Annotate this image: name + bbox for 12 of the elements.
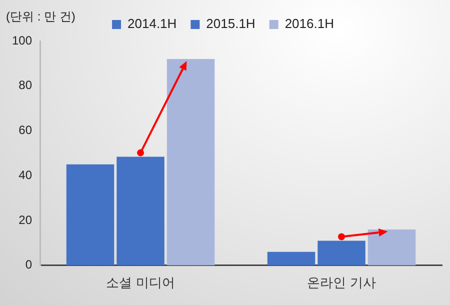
y-tick-label: 20 (18, 212, 32, 227)
legend-label: 2014.1H (128, 16, 177, 32)
x-tick-label: 온라인 기사 (307, 274, 376, 290)
y-tick-label: 40 (18, 168, 32, 182)
y-tick-label: 60 (18, 123, 32, 138)
y-tick-label: 0 (25, 258, 32, 272)
y-tick-label: 100 (12, 33, 32, 48)
legend-label: 2016.1H (284, 16, 334, 32)
y-axis-title: (단위 : 만 건) (6, 9, 76, 24)
legend-label: 2015.1H (206, 16, 256, 32)
x-tick-label: 소셜 미디어 (106, 274, 175, 290)
y-tick-label: 80 (18, 78, 32, 92)
